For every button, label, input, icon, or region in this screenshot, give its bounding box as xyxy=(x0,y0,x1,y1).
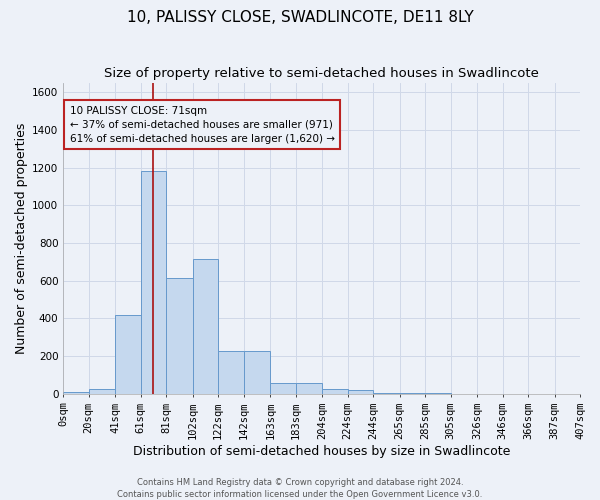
Bar xyxy=(400,393,425,394)
Bar xyxy=(296,384,322,394)
Bar xyxy=(218,352,244,394)
Text: 10, PALISSY CLOSE, SWADLINCOTE, DE11 8LY: 10, PALISSY CLOSE, SWADLINCOTE, DE11 8LY xyxy=(127,10,473,25)
Text: 10 PALISSY CLOSE: 71sqm
← 37% of semi-detached houses are smaller (971)
61% of s: 10 PALISSY CLOSE: 71sqm ← 37% of semi-de… xyxy=(70,106,335,144)
Title: Size of property relative to semi-detached houses in Swadlincote: Size of property relative to semi-detach… xyxy=(104,68,539,80)
Bar xyxy=(141,170,166,394)
X-axis label: Distribution of semi-detached houses by size in Swadlincote: Distribution of semi-detached houses by … xyxy=(133,444,511,458)
Bar xyxy=(270,382,296,394)
Y-axis label: Number of semi-detached properties: Number of semi-detached properties xyxy=(15,122,28,354)
Bar xyxy=(322,389,347,394)
Bar xyxy=(193,259,218,394)
Bar xyxy=(373,393,400,394)
Bar xyxy=(347,390,373,394)
Text: Contains HM Land Registry data © Crown copyright and database right 2024.
Contai: Contains HM Land Registry data © Crown c… xyxy=(118,478,482,499)
Bar xyxy=(89,389,115,394)
Bar xyxy=(166,278,193,394)
Bar xyxy=(63,392,89,394)
Bar xyxy=(115,314,141,394)
Bar xyxy=(244,352,270,394)
